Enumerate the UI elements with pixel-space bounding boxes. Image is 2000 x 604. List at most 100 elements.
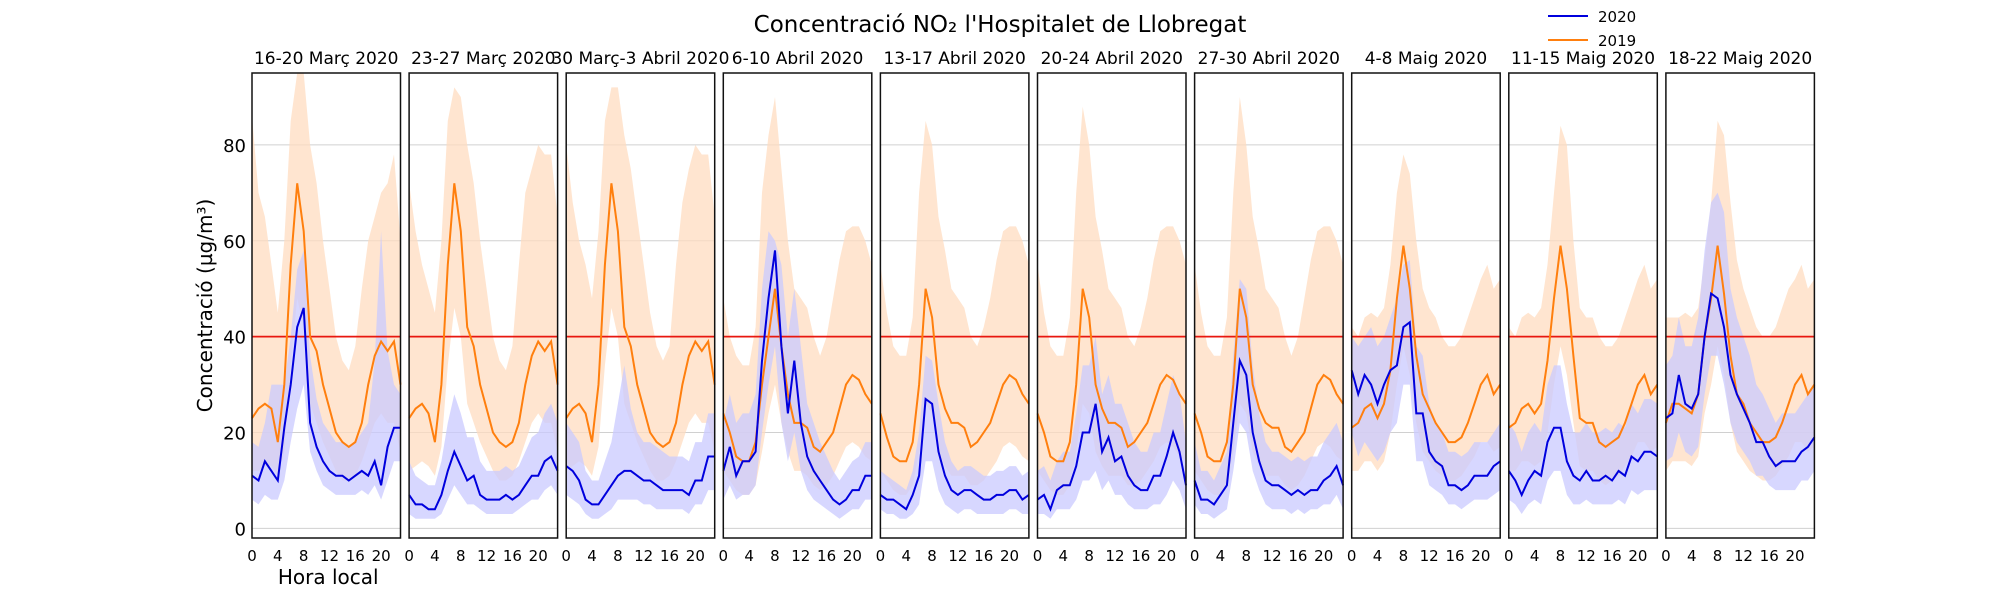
panel-frame	[408, 72, 559, 539]
series-2019-line	[1036, 288, 1187, 463]
series-2020-line	[408, 448, 559, 511]
legend-label-2020: 2020	[1598, 8, 1636, 26]
x-tick-label: 4	[901, 547, 911, 565]
band-2020	[1351, 260, 1501, 510]
x-tick-label: 20	[529, 547, 548, 565]
legend-label-2019: 2019	[1598, 32, 1636, 50]
series-2020-line	[1507, 426, 1658, 498]
panel-frame	[1665, 72, 1816, 539]
band-2020	[1194, 279, 1344, 519]
series-2020-line	[1350, 320, 1501, 492]
band-2020	[409, 394, 558, 519]
x-tick-label: 16	[346, 547, 365, 565]
panel-frame	[1036, 72, 1187, 539]
x-tick-label: 16	[974, 547, 993, 565]
x-tick-label: 20	[1314, 547, 1333, 565]
x-tick-label: 8	[1556, 547, 1566, 565]
band-2020	[566, 365, 715, 519]
x-tick-label: 8	[1241, 547, 1251, 565]
x-tick-label: 8	[927, 547, 937, 565]
series-2020-line	[1193, 356, 1345, 506]
x-tick-label: 0	[1661, 547, 1671, 565]
panel-frame	[1508, 72, 1659, 539]
series-2020-line	[1665, 291, 1816, 468]
x-tick-label: 4	[1373, 547, 1383, 565]
x-tick-label: 4	[1530, 547, 1540, 565]
panel-title: 16-20 Març 2020	[254, 49, 399, 69]
series-2020-line	[565, 455, 715, 506]
series-2019-line	[1193, 288, 1344, 463]
series-2020-line	[251, 307, 401, 486]
y-tick-label: 0	[235, 519, 246, 540]
x-tick-label: 8	[1713, 547, 1723, 565]
x-tick-label: 0	[1504, 547, 1514, 565]
x-tick-label: 8	[1399, 547, 1409, 565]
panel-title: 18-22 Maig 2020	[1668, 49, 1812, 69]
x-tick-label: 12	[477, 547, 496, 565]
band-2019	[409, 87, 558, 481]
x-tick-label: 16	[1445, 547, 1464, 565]
x-tick-label: 16	[503, 547, 522, 565]
series-2019-line	[565, 183, 716, 449]
x-tick-label: 20	[843, 547, 862, 565]
x-tick-label: 0	[1347, 547, 1357, 565]
panel-title: 27-30 Abril 2020	[1198, 49, 1340, 69]
y-axis-label: Concentració (µg/m³)	[193, 199, 217, 413]
band-2020	[1508, 365, 1658, 514]
x-tick-label: 16	[1603, 547, 1622, 565]
x-tick-label: 4	[273, 547, 283, 565]
x-tick-label: 4	[744, 547, 754, 565]
x-tick-label: 8	[613, 547, 623, 565]
panel-frame	[251, 72, 402, 539]
x-tick-label: 8	[299, 547, 309, 565]
x-tick-label: 0	[247, 547, 257, 565]
series-2019-line	[251, 183, 402, 449]
x-tick-label: 20	[1471, 547, 1490, 565]
x-tick-label: 16	[1760, 547, 1779, 565]
x-tick-label: 4	[430, 547, 440, 565]
x-tick-label: 0	[1190, 547, 1200, 565]
x-axis-label: Hora local	[278, 565, 379, 589]
panel-title: 6-10 Abril 2020	[732, 49, 864, 69]
panel-title: 23-27 Març 2020	[411, 49, 556, 69]
panel-title: 4-8 Maig 2020	[1365, 49, 1487, 69]
band-2019	[1508, 125, 1658, 486]
band-2020	[1665, 192, 1815, 491]
x-tick-label: 12	[1734, 547, 1753, 565]
panel-frame	[1193, 72, 1344, 539]
x-tick-label: 16	[660, 547, 679, 565]
panel-frame	[565, 72, 716, 539]
x-tick-label: 20	[372, 547, 391, 565]
y-tick-label: 40	[223, 328, 246, 349]
x-tick-label: 4	[587, 547, 597, 565]
series-2020-line	[722, 250, 872, 506]
x-tick-label: 20	[1785, 547, 1804, 565]
x-tick-label: 8	[456, 547, 466, 565]
x-tick-label: 12	[320, 547, 339, 565]
panel-title: 11-15 Maig 2020	[1511, 49, 1655, 69]
x-tick-label: 8	[1084, 547, 1094, 565]
x-tick-label: 0	[876, 547, 886, 565]
x-tick-label: 0	[561, 547, 571, 565]
x-tick-label: 12	[634, 547, 653, 565]
x-tick-label: 20	[686, 547, 705, 565]
x-tick-label: 0	[719, 547, 729, 565]
panel-title: 30 Març-3 Abril 2020	[551, 49, 729, 69]
band-2019	[566, 87, 715, 481]
chart-title: Concentració NO₂ l'Hospitalet de Llobreg…	[754, 12, 1247, 38]
series-2020-line	[1036, 403, 1187, 512]
x-tick-label: 20	[1628, 547, 1647, 565]
band-2020	[723, 231, 872, 519]
panel-title: 13-17 Abril 2020	[883, 49, 1025, 69]
x-tick-label: 20	[1157, 547, 1176, 565]
y-tick-label: 80	[223, 136, 246, 157]
x-tick-label: 4	[1687, 547, 1697, 565]
band-2020	[252, 231, 401, 505]
x-tick-label: 12	[1577, 547, 1596, 565]
x-tick-label: 12	[1420, 547, 1439, 565]
y-tick-label: 20	[223, 424, 246, 445]
x-tick-label: 16	[817, 547, 836, 565]
panel-title: 20-24 Abril 2020	[1041, 49, 1183, 69]
